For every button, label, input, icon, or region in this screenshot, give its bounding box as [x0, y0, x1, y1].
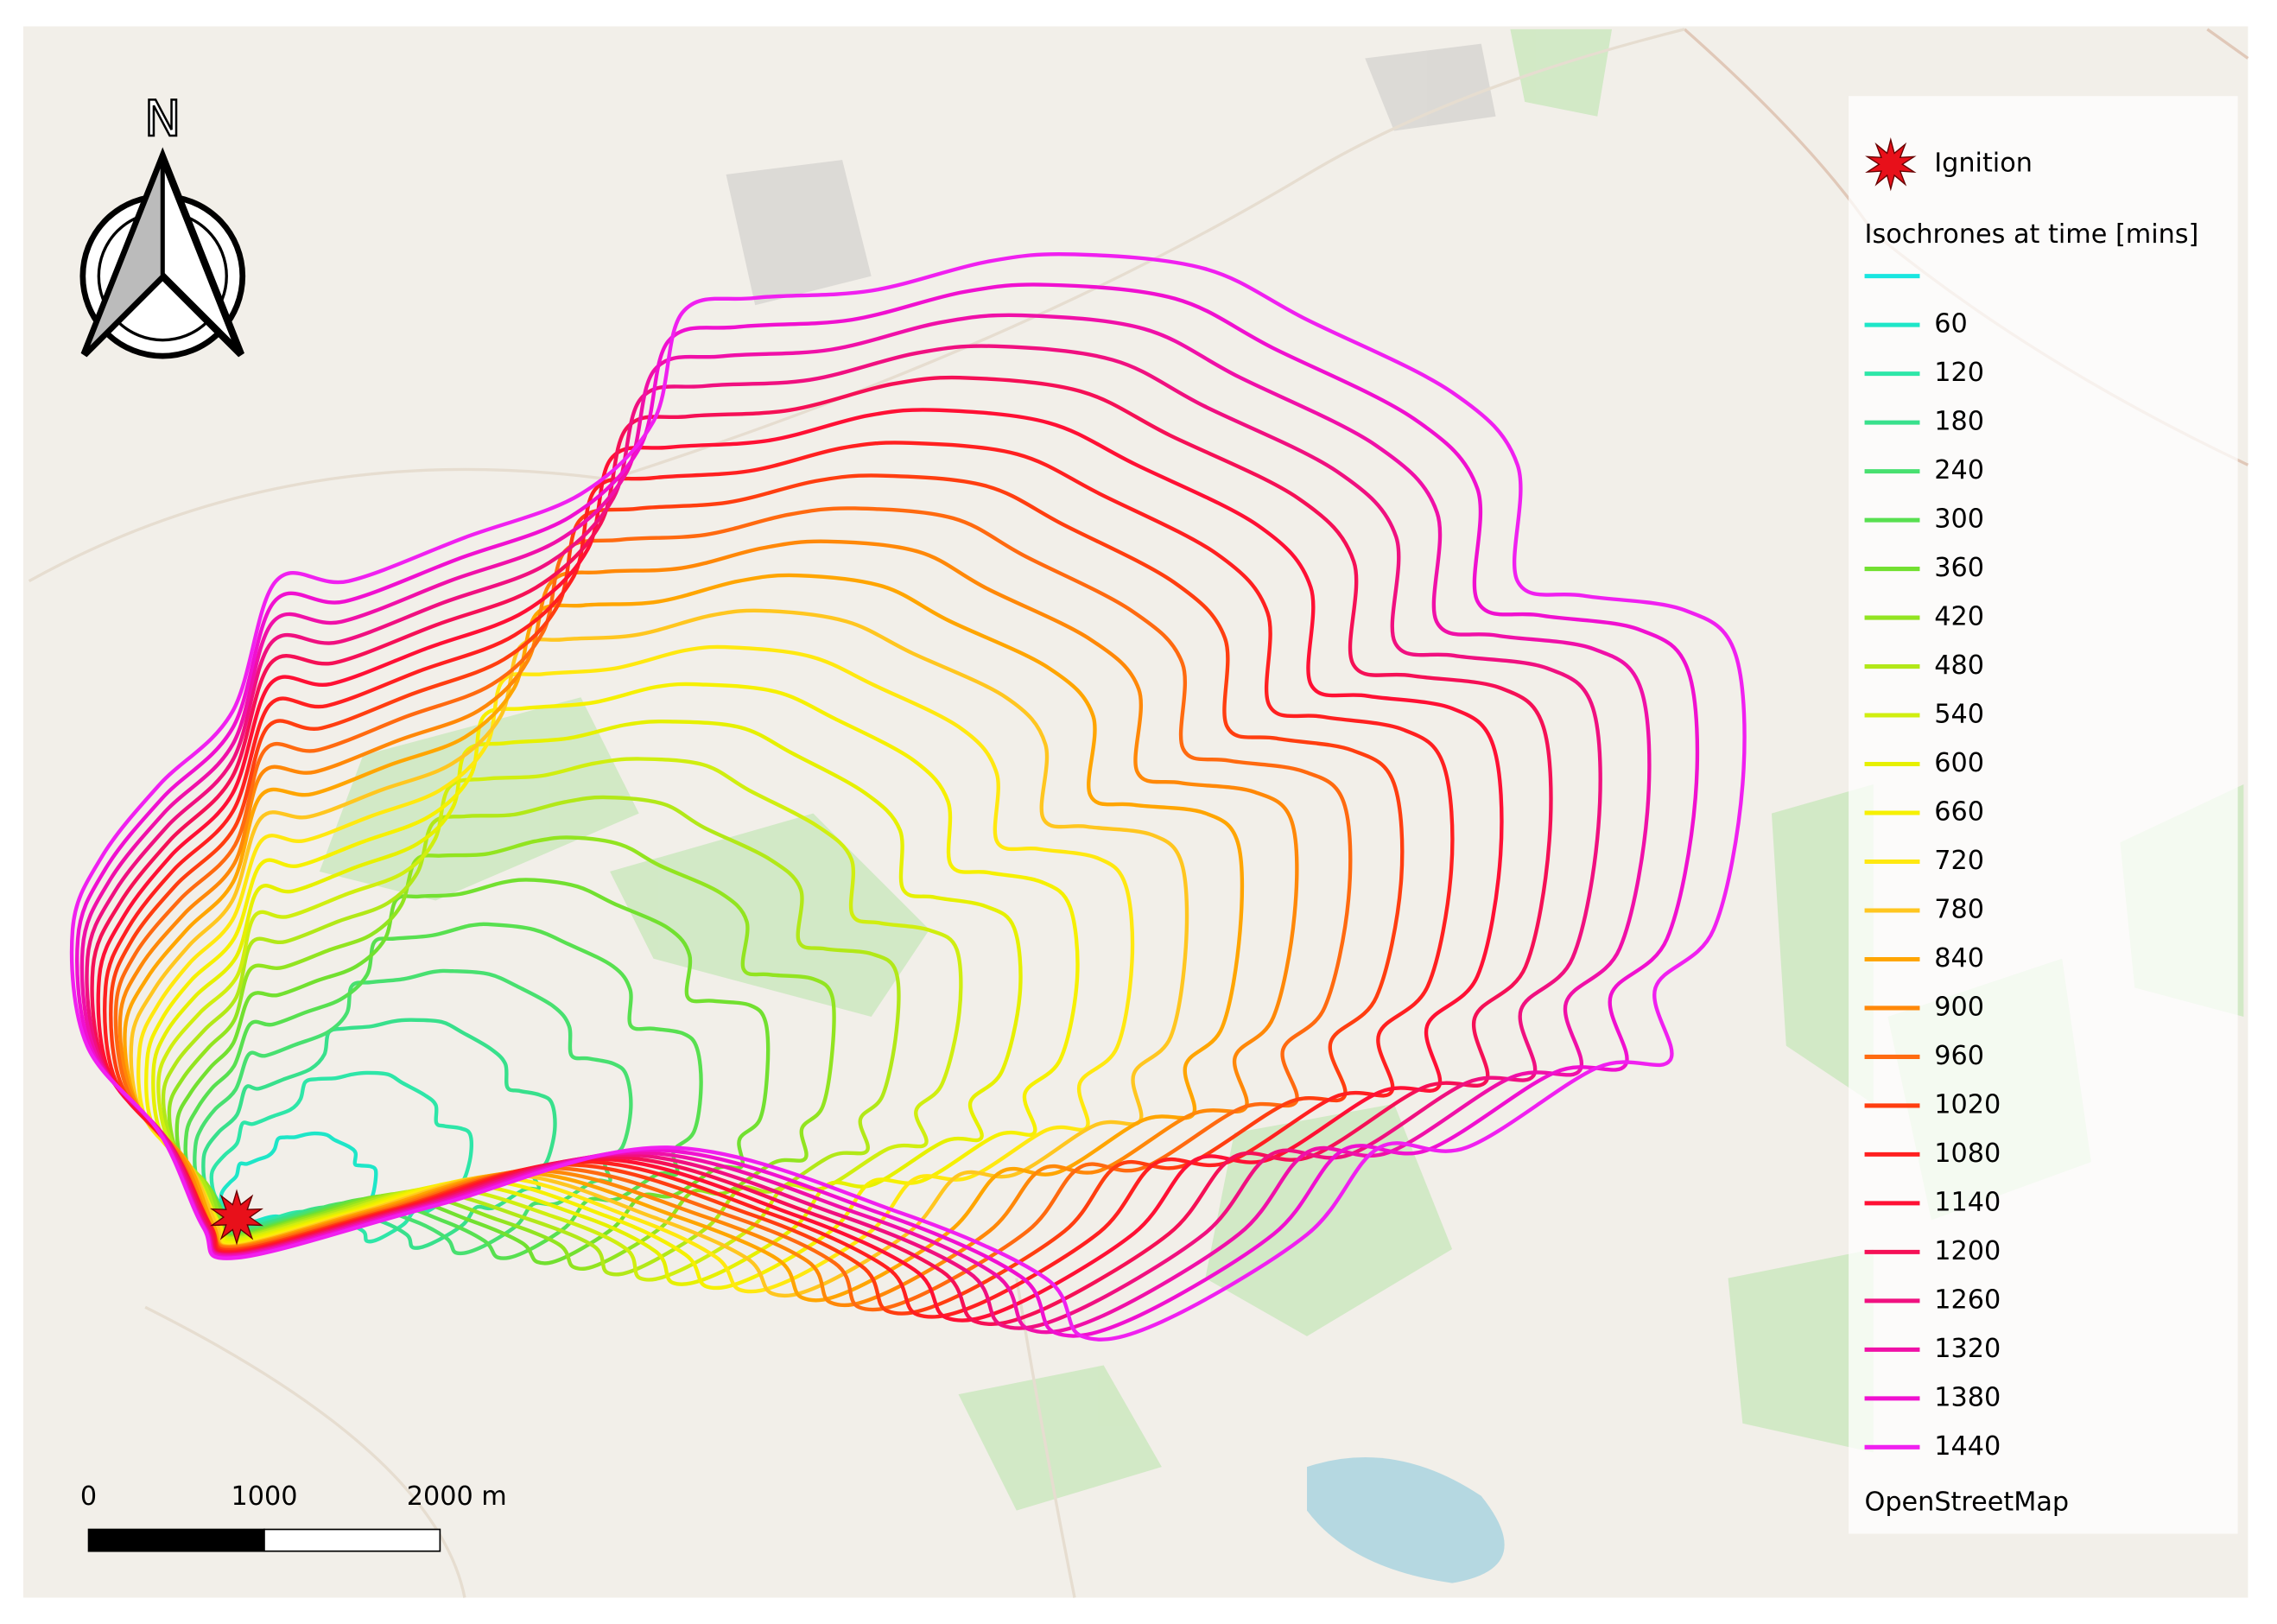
legend-label: 540 [1934, 700, 1984, 730]
urban-area [726, 160, 872, 306]
legend-label: 300 [1934, 504, 1984, 535]
isochrone [201, 1018, 557, 1250]
isochrone [183, 922, 703, 1260]
scale-label: 1000 [231, 1481, 297, 1512]
isochrones [69, 251, 1747, 1342]
isochrone [109, 473, 1405, 1316]
scale-segment [87, 1528, 265, 1552]
isochrone [161, 795, 901, 1277]
forest [1728, 1249, 1874, 1453]
isochrone [193, 968, 633, 1256]
legend-label: 1140 [1934, 1187, 2001, 1217]
legend-label: 480 [1934, 650, 1984, 681]
isochrone [79, 313, 1652, 1335]
isochrone [151, 719, 1023, 1286]
forest [958, 1365, 1162, 1511]
legend: Ignition Isochrones at time [mins] OpenS… [1849, 96, 2238, 1534]
scale-bar: 0 1000 2000 m [80, 1481, 507, 1552]
north-arrow: N [79, 90, 246, 359]
legend-label: 660 [1934, 797, 1984, 828]
legend-label: 900 [1934, 992, 1984, 1022]
isochrone [90, 375, 1553, 1327]
scale-label: 0 [80, 1481, 97, 1512]
legend-label: 1260 [1934, 1285, 2001, 1315]
legend-label: 600 [1934, 748, 1984, 778]
legend-label: 120 [1934, 358, 1984, 388]
road [144, 1305, 466, 1598]
isochrone [144, 682, 1080, 1291]
north-arrow-half [82, 155, 165, 357]
forest [319, 697, 639, 901]
isochrone [156, 757, 963, 1282]
isochrone [129, 608, 1189, 1298]
isochrone [69, 251, 1747, 1342]
road [2206, 28, 2249, 60]
legend-ignition-label: Ignition [1934, 149, 2033, 179]
road [28, 28, 1685, 583]
ignition-marker [210, 1189, 264, 1246]
legend-label: 960 [1934, 1041, 1984, 1071]
legend-label: 1320 [1934, 1334, 2001, 1364]
legend-label: 1080 [1934, 1139, 2001, 1169]
isochrone [85, 344, 1602, 1330]
scale-label: 2000 m [407, 1481, 507, 1512]
isochrone [136, 644, 1135, 1294]
legend-source: OpenStreetMap [1865, 1488, 2070, 1518]
legend-label: 1200 [1934, 1236, 2001, 1266]
north-label: N [144, 91, 181, 148]
legend-label: 840 [1934, 943, 1984, 974]
legend-label: 1380 [1934, 1382, 2001, 1412]
isochrone [174, 878, 771, 1266]
forest [1771, 784, 1874, 1104]
legend-label: 720 [1934, 846, 1984, 876]
legend-label: 1020 [1934, 1089, 2001, 1120]
legend-label: 240 [1934, 455, 1984, 485]
legend-label: 1440 [1934, 1431, 2001, 1462]
forest [1510, 29, 1613, 117]
legend-title: Isochrones at time [mins] [1865, 219, 2199, 250]
legend-label: 360 [1934, 553, 1984, 583]
legend-label: 180 [1934, 407, 1984, 437]
urban-area [1365, 43, 1496, 131]
isochrone [103, 441, 1455, 1319]
legend-label: 60 [1934, 309, 1968, 339]
legend-ignition-symbol [1865, 137, 1917, 192]
isochrone [75, 282, 1700, 1338]
road [1015, 1278, 1076, 1598]
isochrone [123, 573, 1245, 1303]
legend-label: 780 [1934, 894, 1984, 924]
legend-label: 420 [1934, 602, 1984, 632]
scale-segment [263, 1528, 441, 1552]
lake [1307, 1456, 1505, 1583]
ignition-point [210, 1189, 264, 1246]
